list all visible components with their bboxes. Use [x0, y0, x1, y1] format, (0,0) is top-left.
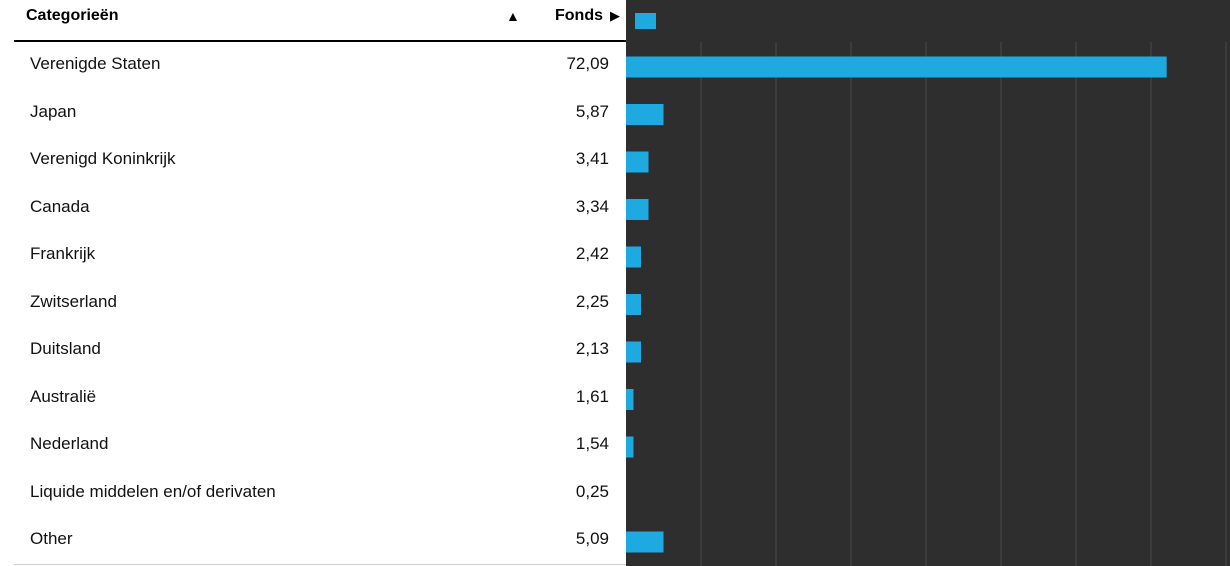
fonds-value: 1,61	[575, 386, 609, 406]
bar-5[interactable]	[626, 294, 641, 315]
fonds-value: 5,87	[575, 101, 609, 121]
fonds-value: 5,09	[575, 529, 609, 548]
table-row: Verenigde Staten 72,09	[14, 42, 626, 90]
category-label: Frankrijk	[30, 244, 96, 263]
bar-0[interactable]	[626, 56, 1167, 78]
fonds-value: 2,25	[575, 291, 609, 311]
bar-chart	[626, 0, 1230, 566]
legend-swatch	[635, 13, 656, 29]
table-row: Canada 3,34	[14, 185, 626, 233]
bar-6[interactable]	[626, 341, 641, 363]
fonds-value: 3,34	[575, 196, 609, 216]
category-label: Zwitserland	[30, 291, 117, 311]
fonds-value: 0,25	[575, 481, 609, 501]
fonds-value: 1,54	[575, 434, 609, 453]
bar-7[interactable]	[626, 389, 634, 410]
fonds-value: 3,41	[575, 149, 609, 168]
category-label: Duitsland	[30, 339, 101, 358]
bar-1[interactable]	[626, 104, 664, 125]
fonds-value: 2,13	[575, 339, 609, 358]
table-row: Nederland 1,54	[14, 422, 626, 470]
category-label: Japan	[30, 101, 77, 121]
category-label: Australië	[30, 386, 97, 406]
table-row: Duitsland 2,13	[14, 327, 626, 375]
bar-3[interactable]	[626, 199, 649, 220]
table-row: Australië 1,61	[14, 375, 626, 423]
allocation-table: Categorieën ▲ Fonds ▶ Verenigde Staten 72…	[14, 0, 626, 566]
bar-2[interactable]	[626, 151, 649, 173]
expand-right-icon[interactable]: ▶	[610, 8, 620, 23]
category-label: Verenigd Koninkrijk	[30, 149, 176, 168]
bar-8[interactable]	[626, 436, 634, 458]
table-row: Japan 5,87	[14, 90, 626, 138]
bar-chart-svg	[626, 42, 1227, 566]
category-label: Verenigde Staten	[30, 54, 161, 73]
fonds-value: 2,42	[575, 244, 609, 263]
category-label: Liquide middelen en/of derivaten	[30, 481, 276, 501]
table-row: Frankrijk 2,42	[14, 232, 626, 280]
sort-ascending-icon[interactable]: ▲	[506, 8, 520, 24]
table-header: Categorieën ▲ Fonds ▶	[14, 0, 626, 42]
fonds-value: 72,09	[566, 54, 609, 73]
table-body: Verenigde Staten 72,09 Japan 5,87 Verenigd K…	[14, 42, 626, 565]
bar-4[interactable]	[626, 246, 641, 268]
bar-10[interactable]	[626, 531, 664, 553]
table-bottom-divider	[14, 564, 626, 565]
column-header-fonds[interactable]: Fonds	[555, 7, 603, 24]
table-row: Other 5,09	[14, 517, 626, 565]
category-label: Other	[30, 529, 73, 548]
table-row: Verenigd Koninkrijk 3,41	[14, 137, 626, 185]
table-row: Zwitserland 2,25	[14, 280, 626, 328]
category-label: Nederland	[30, 434, 109, 453]
column-header-categories[interactable]: Categorieën	[26, 7, 119, 24]
category-label: Canada	[30, 196, 90, 216]
table-row: Liquide middelen en/of derivaten 0,25	[14, 470, 626, 518]
